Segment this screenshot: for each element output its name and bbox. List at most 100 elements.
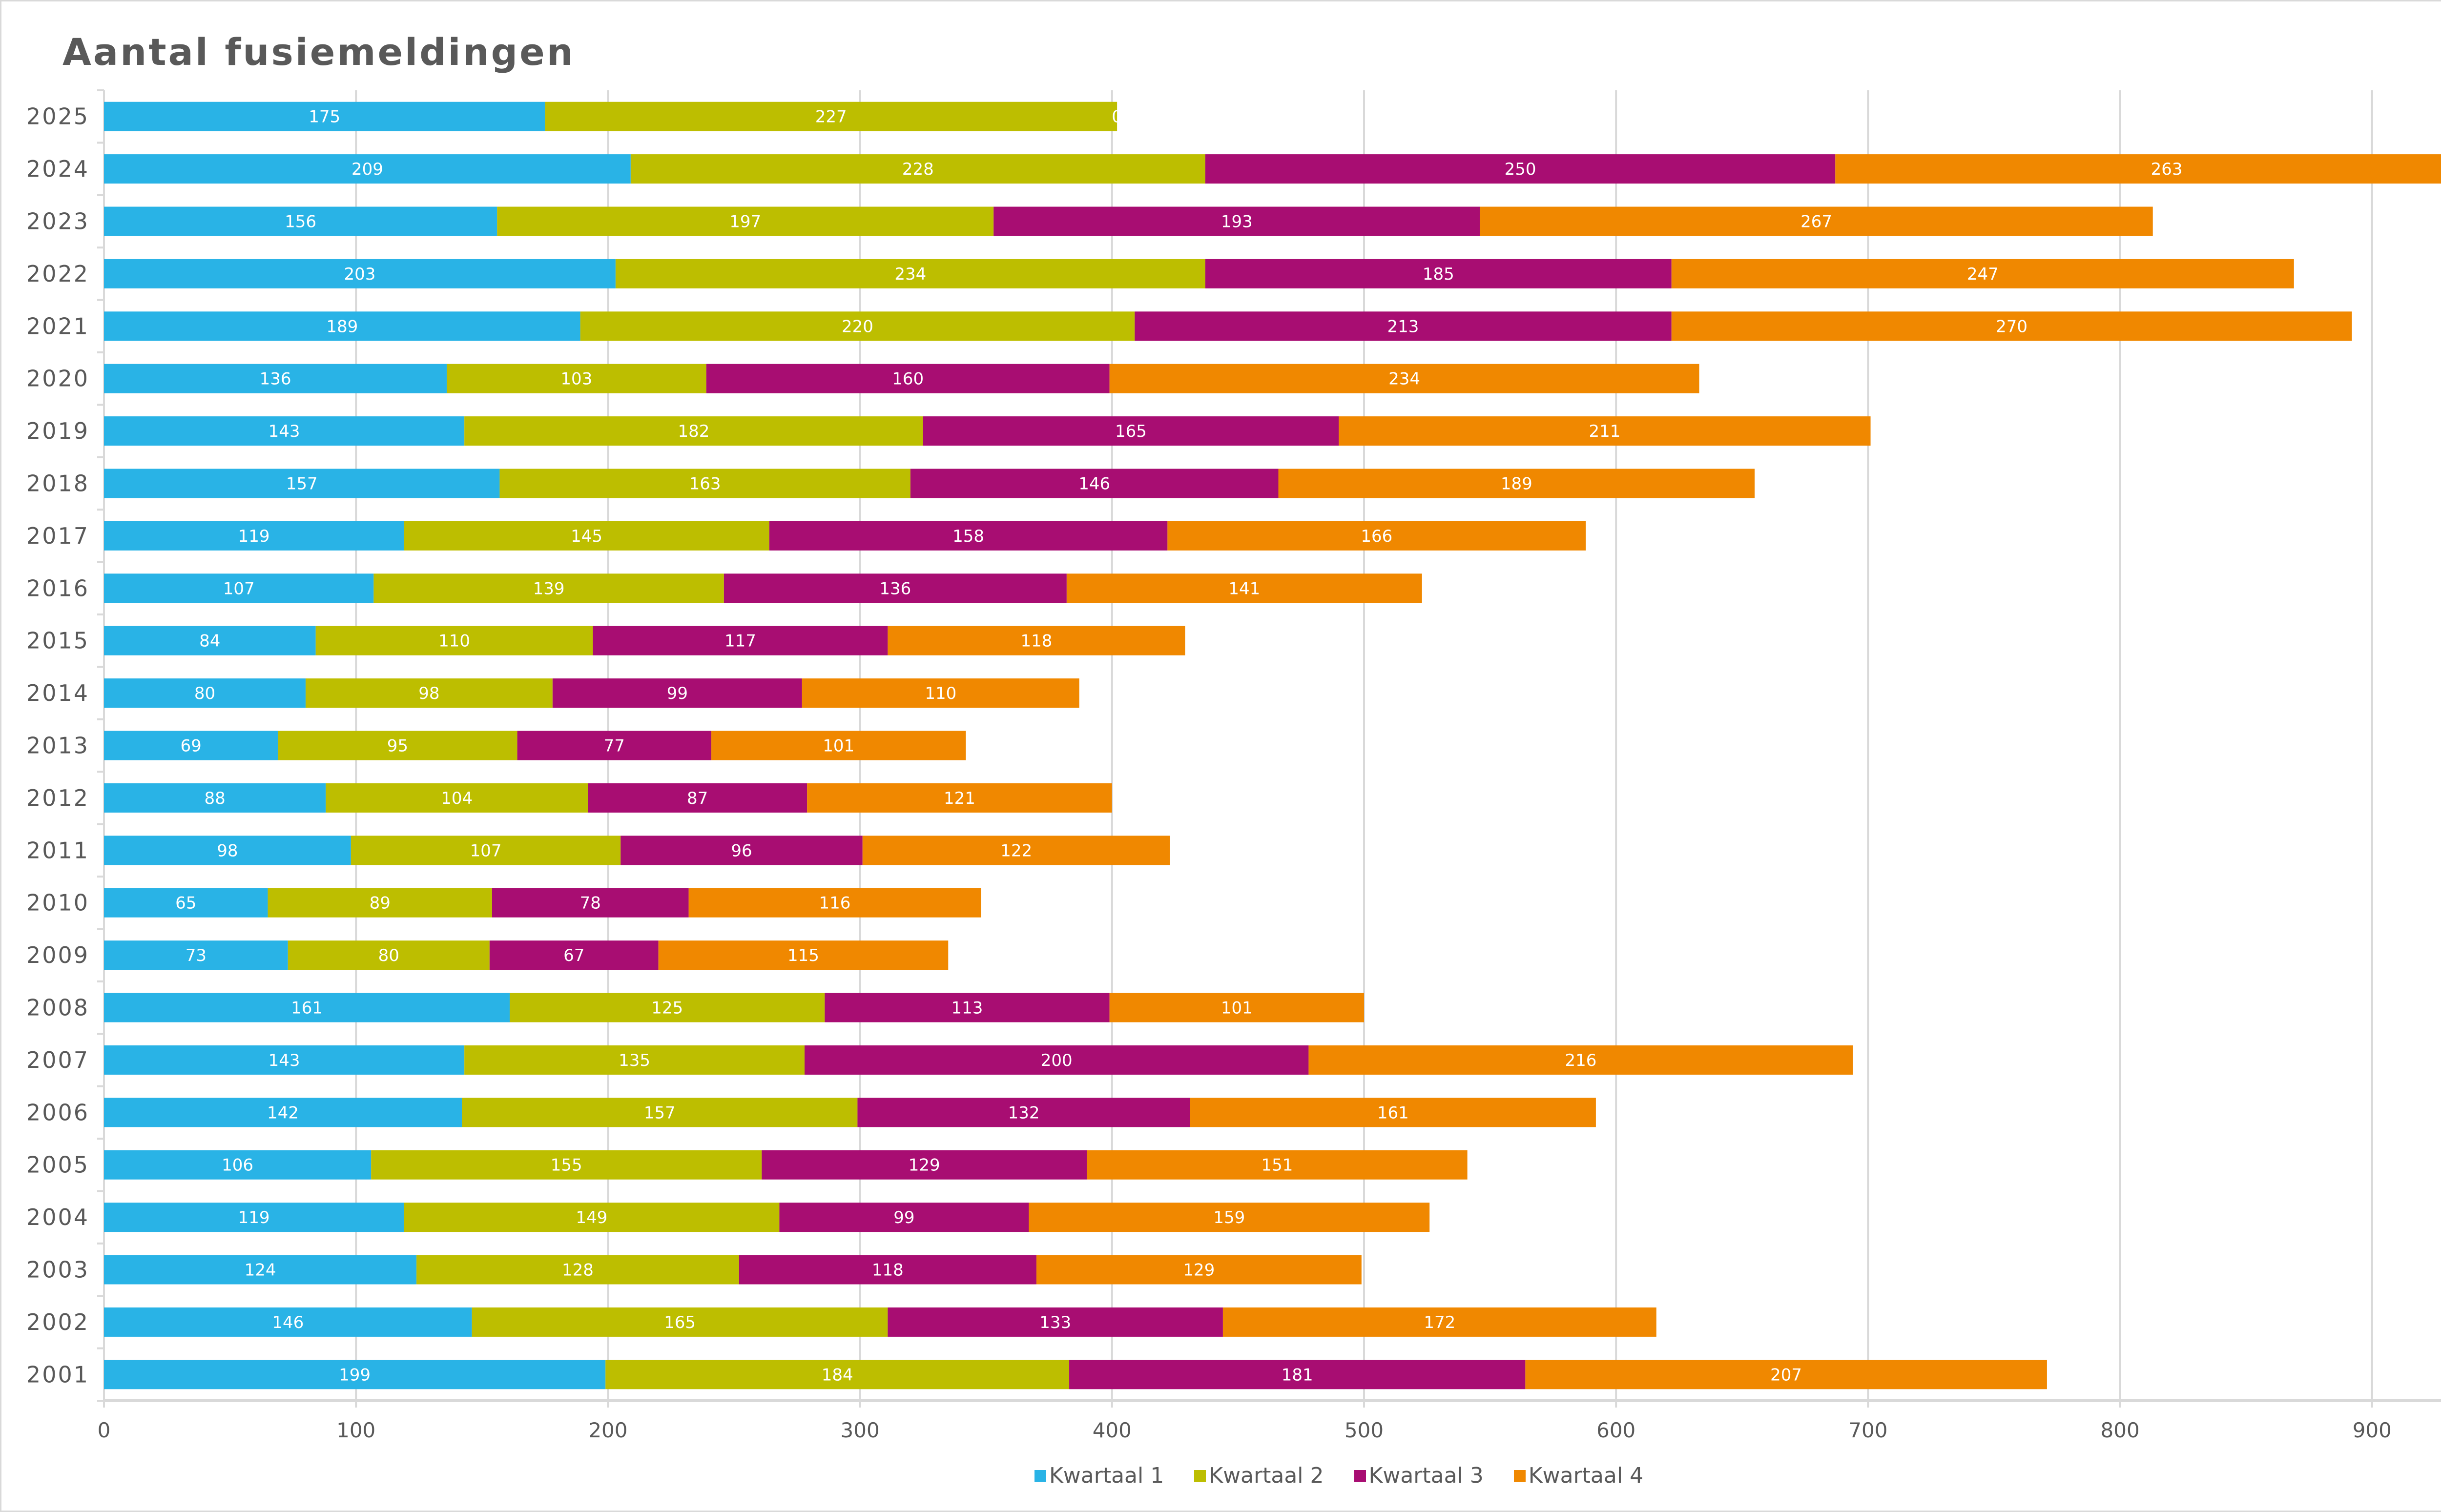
bar-segment <box>104 1098 462 1127</box>
y-tick-label: 2003 <box>26 1257 89 1283</box>
data-label: 211 <box>1589 422 1621 441</box>
bar-segment <box>1308 1045 1853 1075</box>
y-tick-label: 2015 <box>26 628 89 654</box>
bar-segment <box>1036 1255 1362 1285</box>
legend-label: Kwartaal 1 <box>1049 1463 1164 1488</box>
bar-segment <box>416 1255 739 1285</box>
data-label: 207 <box>1770 1365 1802 1385</box>
bar-segment <box>104 364 447 393</box>
data-label: 128 <box>562 1261 594 1280</box>
legend-swatch <box>1354 1470 1366 1482</box>
y-tick-label: 2016 <box>26 575 89 601</box>
bar-segment <box>104 1150 372 1180</box>
bar-segment <box>805 1045 1309 1075</box>
bar-segment <box>1480 206 2153 236</box>
bar-segment <box>825 993 1110 1022</box>
bars <box>104 102 2441 1389</box>
data-label: 107 <box>223 579 255 598</box>
data-label: 103 <box>560 369 592 389</box>
bar-segment <box>268 888 492 918</box>
data-label: 161 <box>291 999 323 1018</box>
data-label: 228 <box>902 160 934 179</box>
y-tick-label: 2025 <box>26 103 89 130</box>
bar-segment <box>1278 469 1755 498</box>
data-label: 80 <box>194 684 215 703</box>
data-label: 181 <box>1282 1365 1313 1385</box>
data-label: 118 <box>1020 632 1052 651</box>
data-label: 119 <box>238 527 270 546</box>
data-label: 155 <box>551 1156 582 1175</box>
data-label: 107 <box>470 841 502 860</box>
bar-segment <box>104 1307 472 1337</box>
data-label: 118 <box>872 1261 904 1280</box>
y-tick-label: 2018 <box>26 470 89 497</box>
data-label: 184 <box>822 1365 853 1385</box>
x-tick-label: 0 <box>98 1418 111 1442</box>
data-label: 209 <box>352 160 383 179</box>
bar-segment <box>278 731 517 760</box>
bar-segment <box>326 783 588 813</box>
data-label: 67 <box>563 946 584 965</box>
bar-segment <box>104 1045 465 1075</box>
bar-segment <box>104 259 616 288</box>
bar-segment <box>888 626 1185 655</box>
y-tick-label: 2019 <box>26 418 89 444</box>
bar-segment <box>510 993 825 1022</box>
data-label: 78 <box>580 894 601 913</box>
x-tick-label: 400 <box>1093 1418 1132 1442</box>
y-tick-label: 2022 <box>26 261 89 287</box>
bar-segment <box>688 888 981 918</box>
data-label: 213 <box>1387 317 1419 336</box>
bar-segment <box>404 1203 780 1232</box>
bar-segment <box>706 364 1110 393</box>
bar-segment <box>517 731 712 760</box>
bar-segment <box>464 1045 805 1075</box>
data-label: 136 <box>260 369 291 389</box>
bar-segment <box>1222 1307 1656 1337</box>
data-label: 136 <box>879 579 911 598</box>
bar-segment <box>404 521 769 551</box>
data-label: 129 <box>1183 1261 1215 1280</box>
data-label: 158 <box>952 527 984 546</box>
data-label: 163 <box>689 474 721 494</box>
bar-segment <box>104 206 497 236</box>
data-label: 101 <box>823 736 854 756</box>
data-label: 160 <box>892 369 924 389</box>
y-tick-label: 2013 <box>26 733 89 759</box>
legend-label: Kwartaal 2 <box>1209 1463 1324 1488</box>
legend-item: Kwartaal 2 <box>1194 1463 1324 1488</box>
legend-item: Kwartaal 1 <box>1034 1463 1164 1488</box>
bar-segment <box>888 1307 1223 1337</box>
data-label: 132 <box>1008 1103 1040 1123</box>
bar-segment <box>1135 311 1672 341</box>
data-label: 165 <box>1115 422 1147 441</box>
data-label: 220 <box>842 317 873 336</box>
legend: Kwartaal 1 Kwartaal 2 Kwartaal 3 Kwartaal 4 <box>0 1463 2441 1488</box>
data-label: 161 <box>1377 1103 1409 1123</box>
y-tick-label: 2004 <box>26 1204 89 1230</box>
data-label: 69 <box>180 736 201 756</box>
legend-item: Kwartaal 4 <box>1513 1463 1644 1488</box>
data-label: 172 <box>1424 1313 1455 1332</box>
bar-segment <box>104 836 351 865</box>
x-tick-label: 200 <box>588 1418 627 1442</box>
bar-segment <box>1029 1203 1430 1232</box>
legend-label: Kwartaal 4 <box>1528 1463 1644 1488</box>
x-tick-label: 800 <box>2101 1418 2140 1442</box>
bar-segment <box>1109 364 1699 393</box>
x-tick-label: 600 <box>1596 1418 1635 1442</box>
data-label: 189 <box>1501 474 1532 494</box>
bar-segment <box>910 469 1279 498</box>
data-label: 73 <box>186 946 207 965</box>
data-label: 247 <box>1967 265 1999 284</box>
data-label: 145 <box>571 527 602 546</box>
data-label: 151 <box>1261 1156 1293 1175</box>
data-label: 216 <box>1565 1051 1596 1070</box>
bar-segment <box>711 731 966 760</box>
data-label: 119 <box>238 1208 270 1227</box>
bar-segment <box>104 521 404 551</box>
data-label: 159 <box>1213 1208 1245 1227</box>
data-label: 142 <box>267 1103 299 1123</box>
data-label: 182 <box>678 422 709 441</box>
